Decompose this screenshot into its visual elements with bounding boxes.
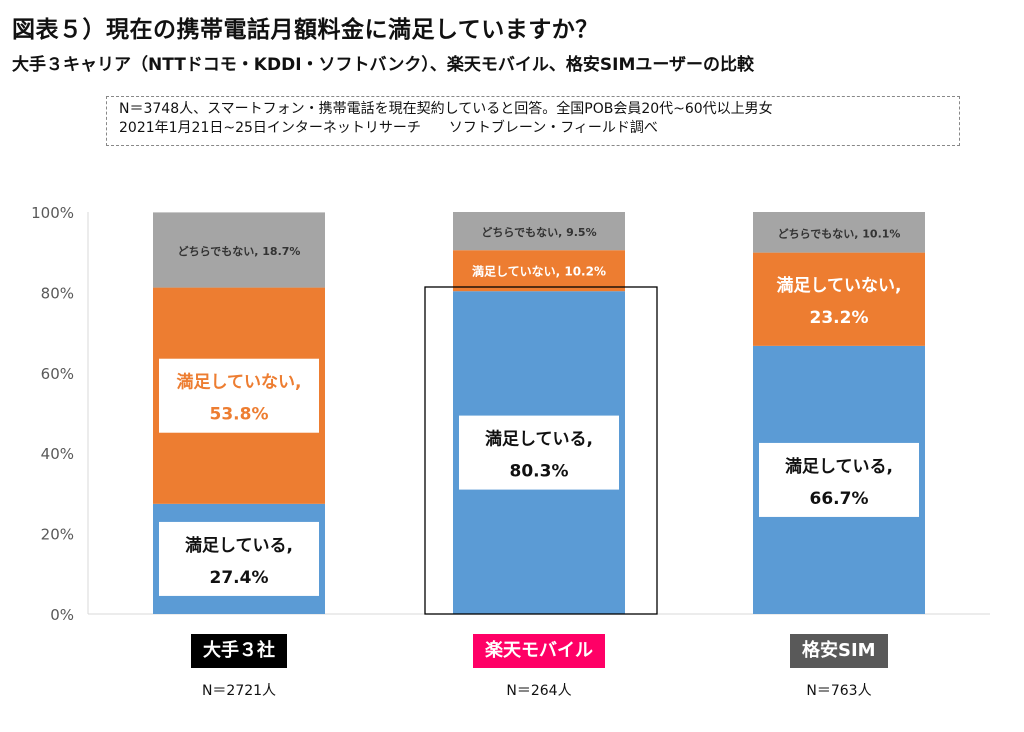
survey-note-line2: 2021年1月21日~25日インターネットリサーチ ソフトブレーン・フィールド調… (119, 120, 658, 136)
y-tick-label: 60% (41, 365, 74, 383)
data-label: 満足していない, (777, 275, 902, 296)
data-label: どちらでもない, 10.1% (778, 227, 901, 240)
data-label-box (459, 415, 619, 490)
y-tick-label: 100% (31, 204, 74, 222)
y-tick-label: 20% (41, 526, 74, 544)
category-label: 格安SIM (790, 634, 888, 668)
data-label: 満足していない, 10.2% (472, 264, 606, 279)
data-label: 27.4% (210, 568, 269, 588)
data-label: 23.2% (810, 308, 869, 328)
data-label: どちらでもない, 18.7% (178, 245, 301, 258)
data-label: 80.3% (510, 462, 569, 482)
bar-segment (453, 212, 625, 251)
category-count: N＝2721人 (201, 683, 277, 699)
bar-segment (453, 250, 625, 292)
y-tick-label: 80% (41, 284, 74, 302)
data-label: どちらでもない, 9.5% (481, 226, 596, 239)
category-count: N＝763人 (806, 683, 872, 699)
data-label: 満足していない, (177, 372, 302, 393)
data-label: 満足している, (785, 456, 893, 477)
data-label: 53.8% (210, 405, 269, 425)
category-label: 楽天モバイル (473, 634, 605, 668)
data-label-box (159, 358, 319, 433)
data-label-box (159, 521, 319, 596)
highlight-frame (424, 286, 658, 615)
page-title: 図表５）現在の携帯電話月額料金に満足していますか？ (12, 17, 599, 43)
data-label: 満足している, (485, 429, 593, 450)
category-label: 大手３社 (191, 634, 287, 668)
y-tick-label: 40% (41, 445, 74, 463)
bar-segment (753, 212, 925, 253)
bar-segment (753, 252, 925, 346)
data-label-box (759, 442, 919, 517)
survey-note: N＝3748人、スマートフォン・携帯電話を現在契約していると回答。全国POB会員… (106, 96, 960, 146)
data-label: 満足している, (185, 535, 293, 556)
page-subtitle: 大手３キャリア（NTTドコモ・KDDI・ソフトバンク）、楽天モバイル、格安SIM… (12, 55, 755, 75)
category-count: N＝264人 (506, 683, 572, 699)
survey-note-line1: N＝3748人、スマートフォン・携帯電話を現在契約していると回答。全国POB会員… (119, 101, 773, 117)
bar-segment (153, 212, 325, 288)
data-label: 66.7% (810, 489, 869, 509)
y-tick-label: 0% (50, 606, 74, 624)
